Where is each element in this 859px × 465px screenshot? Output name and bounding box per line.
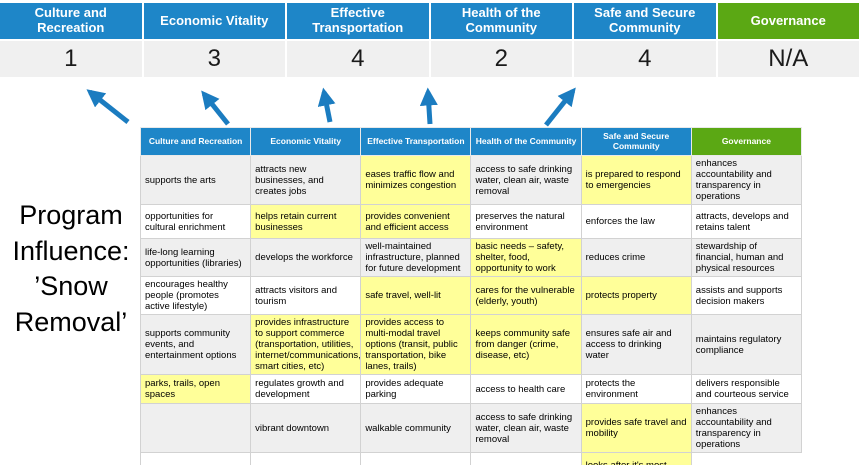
- col-header-governance: Governance: [690, 127, 803, 156]
- table-cell: access to safe drinking water, clean air…: [470, 403, 582, 454]
- col-header-culture-recreation: Culture and Recreation: [139, 127, 252, 156]
- table-cell: access to safe drinking water, clean air…: [470, 154, 582, 206]
- table-cell: cares for the vulnerable (elderly, youth…: [470, 276, 582, 316]
- table-cell: vibrant downtown: [250, 403, 362, 454]
- table-cell: opportunities for cultural enrichment: [139, 204, 252, 240]
- table-cell: develops the workforce: [250, 238, 362, 278]
- table-cell: assists and supports decision makers: [690, 276, 803, 316]
- table-row: looks after it's most vulnerable: [139, 452, 802, 465]
- table-cell: preserves the natural environment: [470, 204, 582, 240]
- table-cell: attracts visitors and tourism: [250, 276, 362, 316]
- table-cell: basic needs – safety, shelter, food, opp…: [470, 238, 582, 278]
- table-cell: protects property: [580, 276, 692, 316]
- col-header-economic-vitality: Economic Vitality: [250, 127, 362, 156]
- table-cell: provides adequate parking: [360, 374, 472, 405]
- up-arrows: [86, 87, 576, 127]
- score-culture-recreation: 1: [0, 41, 142, 77]
- arrow-icon: [419, 87, 438, 125]
- table-cell: [691, 452, 802, 465]
- score-effective-transportation: 4: [287, 41, 429, 77]
- arrow-icon: [86, 89, 130, 124]
- col-header-health-community: Health of the Community: [470, 127, 582, 156]
- table-cell: walkable community: [360, 403, 472, 454]
- table-row: parks, trails, open spaces regulates gro…: [139, 374, 803, 405]
- table-cell: provides access to multi-modal travel op…: [360, 314, 472, 376]
- score-row: 1 3 4 2 4 N/A: [0, 41, 859, 77]
- table-cell: ensures safe air and access to drinking …: [580, 314, 692, 376]
- table-cell: looks after it's most vulnerable: [580, 452, 692, 465]
- table-cell: life-long learning opportunities (librar…: [139, 238, 252, 278]
- table-cell: eases traffic flow and minimizes congest…: [360, 154, 472, 206]
- score-economic-vitality: 3: [143, 41, 285, 77]
- score-governance: N/A: [717, 41, 859, 77]
- table-cell: supports community events, and entertain…: [139, 314, 252, 376]
- table-cell: encourages healthy people (promotes acti…: [139, 276, 252, 316]
- arrow-icon: [317, 87, 336, 123]
- col-header-effective-transportation: Effective Transportation: [360, 127, 472, 156]
- table-cell: keeps community safe from danger (crime,…: [470, 314, 582, 376]
- table-cell: parks, trails, open spaces: [139, 374, 252, 405]
- table-row: life-long learning opportunities (librar…: [139, 238, 803, 278]
- table-cell: reduces crime: [580, 238, 692, 278]
- table-cell: enhances accountability and transparency…: [690, 403, 803, 454]
- table-cell: safe travel, well-lit: [360, 276, 472, 316]
- table-cell: provides safe travel and mobility: [580, 403, 692, 454]
- table-cell: [470, 452, 582, 465]
- table-header-row: Culture and Recreation Economic Vitality…: [139, 127, 803, 156]
- banner-safe-secure-community: Safe and Secure Community: [574, 3, 716, 39]
- table-cell: stewardship of financial, human and phys…: [690, 238, 803, 278]
- table-cell: supports the arts: [139, 154, 252, 206]
- arrow-icon: [544, 87, 576, 127]
- table-cell: [360, 452, 472, 465]
- influence-matrix-table: Culture and Recreation Economic Vitality…: [139, 127, 803, 465]
- arrow-icon: [201, 90, 230, 126]
- banner-health-community: Health of the Community: [430, 3, 572, 39]
- table-cell: enforces the law: [580, 204, 692, 240]
- banner-culture-recreation: Culture and Recreation: [0, 3, 142, 39]
- table-cell: provides convenient and efficient access: [360, 204, 472, 240]
- table-cell: enhances accountability and transparency…: [690, 154, 803, 206]
- table-row: encourages healthy people (promotes acti…: [139, 276, 803, 316]
- category-banner: Culture and Recreation Economic Vitality…: [0, 3, 859, 39]
- table-cell: maintains regulatory compliance: [690, 314, 803, 376]
- table-row: supports community events, and entertain…: [139, 314, 803, 376]
- col-header-safe-secure-community: Safe and Secure Community: [580, 127, 692, 156]
- table-cell: attracts, develops and retains talent: [690, 204, 803, 240]
- table-cell: [250, 452, 362, 465]
- score-safe-secure-community: 4: [574, 41, 716, 77]
- table-cell: access to health care: [470, 374, 582, 405]
- table-cell: is prepared to respond to emergencies: [580, 154, 692, 206]
- table-cell: [139, 452, 252, 465]
- banner-governance: Governance: [717, 3, 859, 39]
- banner-effective-transportation: Effective Transportation: [287, 3, 429, 39]
- table-row: opportunities for cultural enrichment he…: [139, 204, 803, 240]
- table-cell: regulates growth and development: [250, 374, 362, 405]
- page-title: Program Influence: ’Snow Removal’: [12, 200, 130, 337]
- table-cell: well-maintained infrastructure, planned …: [360, 238, 472, 278]
- banner-economic-vitality: Economic Vitality: [143, 3, 285, 39]
- table-cell: attracts new businesses, and creates job…: [250, 154, 362, 206]
- table-cell: protects the environment: [580, 374, 692, 405]
- table-row: supports the arts attracts new businesse…: [139, 154, 803, 206]
- table-cell: provides infrastructure to support comme…: [250, 314, 362, 376]
- table-cell: delivers responsible and courteous servi…: [690, 374, 803, 405]
- table-row: vibrant downtown walkable community acce…: [139, 403, 803, 454]
- table-cell: [139, 403, 252, 454]
- score-health-community: 2: [430, 41, 572, 77]
- table-cell: helps retain current businesses: [250, 204, 362, 240]
